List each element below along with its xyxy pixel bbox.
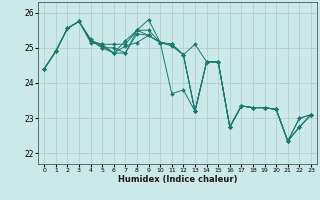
X-axis label: Humidex (Indice chaleur): Humidex (Indice chaleur) <box>118 175 237 184</box>
